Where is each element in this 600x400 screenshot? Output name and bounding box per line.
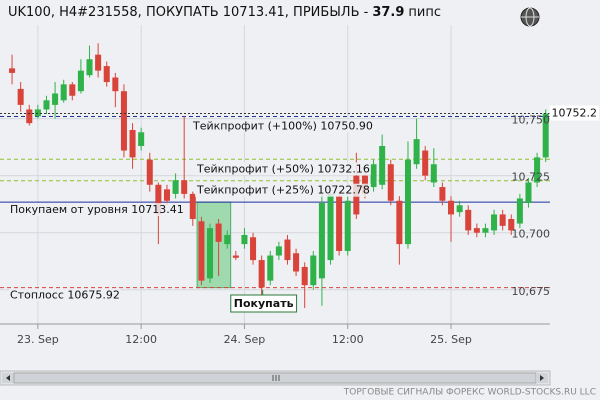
- candle-body: [43, 100, 50, 110]
- candle-body: [250, 237, 257, 261]
- level-label: Тейкпрофит (+100%) 10750.90: [192, 120, 373, 133]
- candle-body: [163, 189, 170, 201]
- candle-body: [439, 187, 446, 201]
- candle-body: [189, 193, 196, 220]
- candle-body: [34, 109, 41, 117]
- level-label: Стоплосс 10675.92: [10, 289, 120, 302]
- level-label-bg: [195, 183, 371, 197]
- profit-unit: пипс: [408, 5, 441, 20]
- candle-body: [77, 70, 84, 92]
- candle-body: [52, 93, 59, 105]
- candle-body: [387, 164, 394, 201]
- candle-body: [120, 91, 127, 151]
- candle-body: [542, 113, 549, 158]
- candle-body: [26, 109, 33, 124]
- candle-body: [232, 255, 239, 258]
- candle-body: [293, 253, 300, 272]
- scroll-right-arrow: [540, 375, 544, 381]
- scrollbar[interactable]: [0, 370, 551, 386]
- footer: ТОРГОВЫЕ СИГНАЛЫ ФОРЕКС WORLD-STOCKS.RU …: [343, 388, 596, 398]
- candle-body: [86, 59, 93, 76]
- candle-body: [69, 84, 76, 96]
- candle-body: [465, 209, 472, 231]
- x-tick-label: 23. Sep: [17, 333, 59, 346]
- candle-body: [17, 88, 24, 105]
- candle-body: [224, 234, 231, 245]
- candle-body: [318, 203, 325, 279]
- candle-body: [491, 214, 498, 231]
- level-label-bg: [191, 119, 374, 133]
- candle-body: [267, 255, 274, 281]
- candle-body: [172, 180, 179, 194]
- candle-body: [344, 200, 351, 251]
- candle-body: [327, 193, 334, 261]
- candle-body: [499, 214, 506, 226]
- scroll-left-arrow: [6, 375, 10, 381]
- x-tick-label: 12:00: [332, 333, 364, 346]
- candle-body: [508, 219, 515, 231]
- globe-icon[interactable]: [520, 7, 540, 27]
- profit-value: 37.9: [372, 5, 404, 20]
- y-tick-label: 10,675: [512, 285, 551, 298]
- candle-body: [430, 164, 437, 183]
- candle-body: [404, 159, 411, 245]
- last-price-bg: [549, 105, 599, 121]
- candle-body: [534, 157, 541, 183]
- y-tick-label: 10,725: [512, 171, 551, 184]
- candle-body: [275, 246, 282, 256]
- candle-body: [207, 228, 214, 279]
- last-price-label: 10752.2: [552, 107, 598, 120]
- candle-body: [155, 184, 162, 215]
- candle-body: [301, 266, 308, 286]
- candle-body: [516, 198, 523, 224]
- candle-body: [146, 159, 153, 185]
- scroll-thumb[interactable]: [13, 372, 537, 384]
- level-label-bg: [9, 288, 121, 302]
- title-text: UK100, H4#231558, ПОКУПАТЬ 10713.41, ПРИ…: [8, 5, 369, 20]
- candle-body: [60, 84, 67, 101]
- scroll-grip: [272, 375, 280, 381]
- candle-body: [473, 228, 480, 233]
- candle-body: [310, 255, 317, 286]
- candle-body: [215, 223, 222, 242]
- candle-body: [198, 221, 205, 281]
- candle-body: [413, 139, 420, 165]
- level-label-bg: [9, 203, 185, 217]
- level-label-bg: [195, 162, 371, 176]
- candle-body: [379, 145, 386, 185]
- candle-body: [129, 129, 136, 158]
- y-tick-label: 10,750: [512, 114, 551, 127]
- candle-body: [336, 196, 343, 251]
- candle-body: [181, 180, 188, 194]
- level-label: Тейкпрофит (+25%) 10722.78: [196, 184, 370, 197]
- x-tick-label: 25. Sep: [430, 333, 472, 346]
- candle-body: [396, 200, 403, 245]
- level-label: Покупаем от уровня 10713.41: [10, 203, 184, 216]
- candle-body: [525, 182, 532, 204]
- y-tick-label: 10,700: [512, 228, 551, 241]
- candle-body: [422, 150, 429, 176]
- candle-body: [9, 68, 16, 73]
- annotation: Покупать: [234, 297, 294, 310]
- candle-body: [448, 200, 455, 215]
- candle-body: [138, 132, 145, 146]
- candle-body: [258, 260, 265, 288]
- candle-body: [95, 54, 102, 71]
- candle-body: [241, 234, 248, 245]
- candle-body: [370, 164, 377, 188]
- candle-body: [284, 239, 291, 261]
- x-tick-label: 24. Sep: [224, 333, 266, 346]
- annotation-box: [230, 294, 298, 313]
- candle-body: [482, 228, 489, 233]
- x-tick-label: 12:00: [125, 333, 157, 346]
- candle-body: [103, 66, 110, 83]
- chart-title: UK100, H4#231558, ПОКУПАТЬ 10713.41, ПРИ…: [8, 5, 441, 20]
- candle-body: [456, 205, 463, 213]
- candle-body: [112, 77, 119, 92]
- level-label: Тейкпрофит (+50%) 10732.16: [196, 162, 370, 175]
